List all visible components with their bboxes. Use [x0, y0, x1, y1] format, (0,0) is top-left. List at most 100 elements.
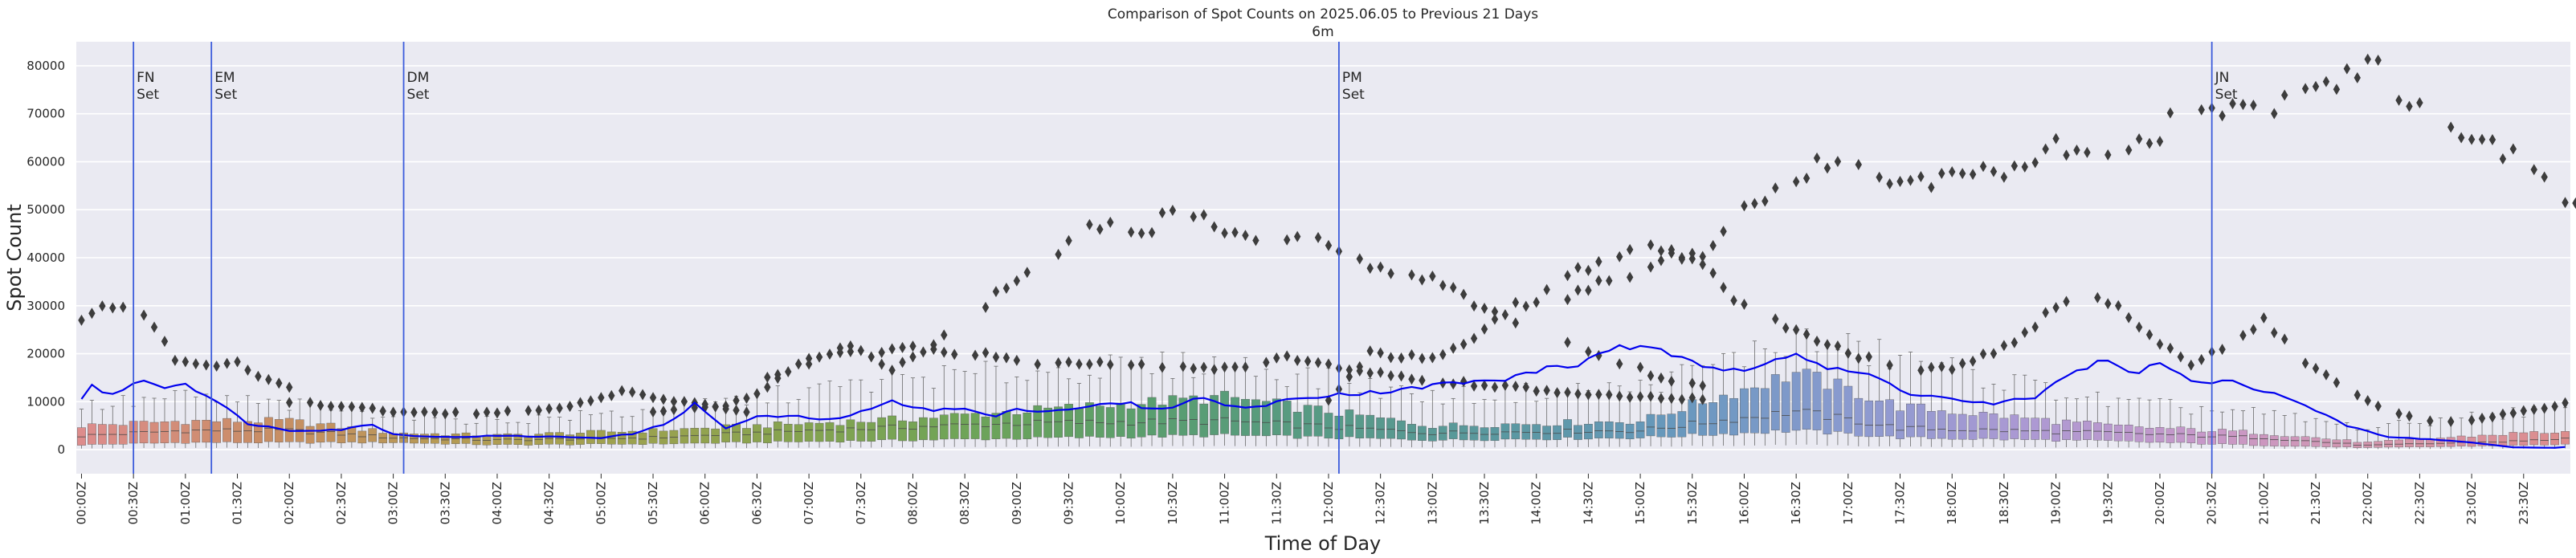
- box: [2280, 436, 2289, 447]
- outlier-point: [316, 400, 325, 412]
- box: [1231, 397, 1239, 436]
- outlier-point: [1647, 390, 1655, 402]
- box: [856, 422, 866, 442]
- outlier-point: [1730, 295, 1737, 307]
- box: [1635, 422, 1645, 438]
- outlier-point: [1969, 169, 1977, 181]
- outlier-point: [171, 354, 179, 366]
- y-tick-label: 40000: [27, 250, 65, 265]
- outlier-point: [899, 356, 906, 369]
- outlier-point: [2135, 132, 2143, 145]
- outlier-point: [1990, 348, 1998, 360]
- outlier-point: [1231, 361, 1239, 373]
- x-tick-label: 03:30Z: [438, 482, 452, 525]
- box: [1740, 388, 1749, 434]
- outlier-point: [2198, 353, 2205, 365]
- outlier-point: [1076, 358, 1083, 370]
- outlier-point: [1657, 393, 1665, 405]
- outlier-point: [286, 381, 293, 393]
- outlier-point: [1564, 386, 1571, 398]
- outlier-point: [472, 408, 480, 420]
- outlier-point: [659, 405, 667, 417]
- outlier-point: [2530, 403, 2537, 415]
- outlier-point: [1491, 306, 1499, 318]
- box: [2561, 431, 2570, 445]
- x-tick-label: 02:30Z: [334, 482, 349, 525]
- outlier-point: [1107, 216, 1114, 228]
- box: [1324, 413, 1333, 439]
- outlier-point: [982, 301, 990, 313]
- x-tick-label: 23:30Z: [2517, 482, 2531, 525]
- x-tick-label: 06:30Z: [749, 482, 764, 525]
- outlier-point: [930, 344, 937, 356]
- outlier-point: [1314, 356, 1322, 369]
- event-label-set: Set: [2215, 87, 2238, 103]
- x-axis-ticks: 00:00Z 00:30Z 01:00Z 01:30Z 02:00Z 02:30Z 03:0…: [74, 474, 2531, 525]
- box: [1646, 413, 1655, 437]
- outlier-point: [2021, 161, 2028, 173]
- outlier-point: [1813, 152, 1821, 164]
- outlier-point: [2166, 107, 2174, 119]
- outlier-point: [1626, 243, 1634, 255]
- outlier-point: [2427, 415, 2434, 427]
- outlier-point: [545, 403, 553, 415]
- outlier-point: [1450, 342, 1457, 354]
- outlier-point: [1709, 239, 1717, 251]
- box: [2321, 438, 2331, 447]
- outlier-point: [1459, 288, 1468, 300]
- outlier-point: [1190, 210, 1197, 222]
- outlier-point: [1928, 181, 1935, 193]
- outlier-point: [826, 348, 834, 360]
- outlier-point: [1293, 354, 1301, 366]
- box: [2311, 437, 2321, 447]
- box: [1781, 381, 1790, 433]
- event-label: JN: [2215, 70, 2230, 86]
- box: [191, 420, 201, 443]
- outlier-point: [2562, 397, 2569, 409]
- box: [742, 428, 751, 444]
- outlier-point: [868, 351, 875, 363]
- box: [1615, 422, 1624, 439]
- outlier-point: [2094, 291, 2101, 303]
- outlier-point: [649, 406, 657, 418]
- outlier-point: [1907, 174, 1914, 186]
- outlier-point: [2031, 157, 2039, 169]
- box: [1563, 419, 1572, 438]
- outlier-point: [628, 386, 636, 398]
- outlier-point: [369, 402, 376, 414]
- outlier-point: [1938, 360, 1945, 373]
- outlier-point: [1398, 352, 1405, 364]
- box: [888, 415, 896, 440]
- outlier-point: [1543, 283, 1550, 295]
- x-tick-label: 12:00Z: [1321, 482, 1336, 525]
- outlier-point: [847, 345, 855, 357]
- outlier-point: [1616, 250, 1623, 263]
- box: [1542, 426, 1552, 441]
- box: [1147, 397, 1157, 436]
- outlier-point: [1616, 358, 1623, 370]
- outlier-point: [1439, 348, 1447, 360]
- outlier-point: [1574, 284, 1582, 296]
- y-tick-label: 50000: [27, 202, 65, 217]
- x-tick-label: 17:00Z: [1841, 482, 1855, 525]
- outlier-point: [1699, 393, 1706, 405]
- outlier-point: [2354, 389, 2361, 401]
- outlier-point: [421, 405, 428, 417]
- box: [1303, 405, 1312, 437]
- box: [773, 422, 782, 442]
- outlier-point: [794, 358, 802, 370]
- x-tick-label: 09:30Z: [1062, 482, 1076, 525]
- box: [2113, 424, 2123, 442]
- outlier-point: [2166, 342, 2174, 354]
- outlier-point: [899, 341, 906, 353]
- outlier-point: [1585, 284, 1592, 296]
- box: [1885, 399, 1894, 437]
- outlier-point: [1688, 377, 1696, 389]
- outlier-point: [2084, 146, 2091, 158]
- outlier-point: [1210, 364, 1218, 376]
- outlier-point: [88, 308, 96, 320]
- outlier-point: [1345, 364, 1353, 376]
- outlier-point: [2271, 108, 2278, 120]
- x-tick-label: 16:00Z: [1737, 482, 1751, 525]
- box: [1553, 425, 1562, 440]
